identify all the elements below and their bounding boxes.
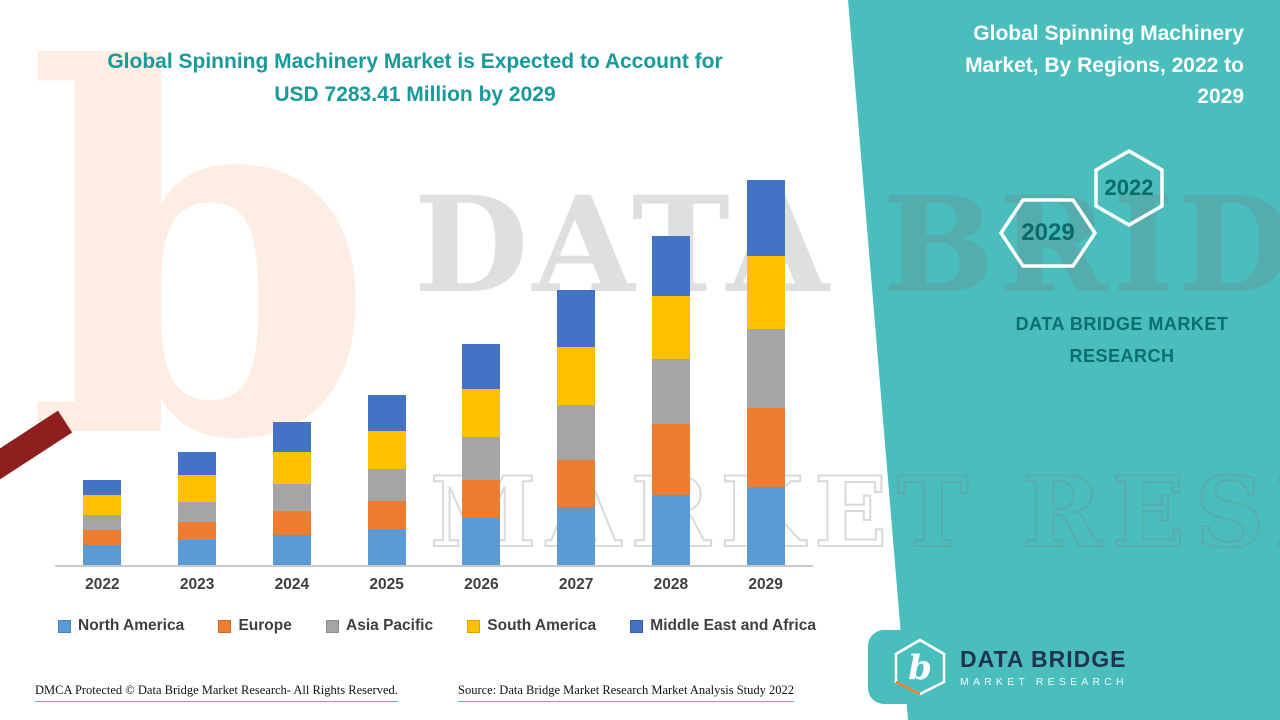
page-title: Global Spinning Machinery Market is Expe… xyxy=(107,50,723,106)
x-axis-label-2022: 2022 xyxy=(85,576,120,593)
legend-label: Europe xyxy=(238,617,292,634)
source-note: Source: Data Bridge Market Research Mark… xyxy=(458,683,795,702)
bar-2027 xyxy=(557,289,596,565)
legend-label: South America xyxy=(487,617,597,634)
stacked-bar-chart xyxy=(55,160,813,567)
bar-segment-2026-south-america xyxy=(462,389,501,437)
bar-segment-2026-north-america xyxy=(462,517,501,565)
x-axis-label-2027: 2027 xyxy=(558,576,594,593)
bar-2028 xyxy=(651,235,690,565)
brand-wordmark-line1: DATA BRIDGE MARKET xyxy=(1015,314,1229,334)
x-axis-label-2025: 2025 xyxy=(369,576,404,593)
bar-segment-2028-middle-east-and-africa xyxy=(651,235,690,296)
bar-segment-2024-europe xyxy=(272,510,311,535)
bar-2023 xyxy=(178,451,217,565)
bar-segment-2029-middle-east-and-africa xyxy=(746,180,785,256)
brand-wordmark: DATA BRIDGE MARKET RESEARCH xyxy=(997,308,1247,373)
bar-2025 xyxy=(367,395,406,565)
bar-segment-2022-middle-east-and-africa xyxy=(83,479,122,495)
logo-hexagon-icon: b xyxy=(894,638,946,696)
logo-monogram: b xyxy=(908,648,932,688)
hexagon-outline-icon xyxy=(1094,148,1164,228)
x-axis-label-2029: 2029 xyxy=(748,576,783,593)
bar-2022 xyxy=(83,479,122,565)
hexagon-badge-2022: 2022 xyxy=(1092,148,1166,228)
logo-box: b DATA BRIDGE MARKET RESEARCH xyxy=(868,630,1280,704)
dmca-notice: DMCA Protected © Data Bridge Market Rese… xyxy=(35,683,398,702)
bar-segment-2026-middle-east-and-africa xyxy=(462,344,501,390)
x-axis-label-2023: 2023 xyxy=(179,576,215,593)
hexagon-outline-icon xyxy=(998,198,1098,268)
bar-segment-2022-south-america xyxy=(83,494,122,515)
chart-legend: North America Europe Asia Pacific South Ame… xyxy=(58,617,816,635)
bar-segment-2025-south-america xyxy=(367,431,406,469)
bar-segment-2026-europe xyxy=(462,479,501,518)
legend-item-south-america: South America xyxy=(467,617,596,635)
bar-2026 xyxy=(462,344,501,565)
legend-swatch-icon xyxy=(326,619,340,633)
bar-segment-2025-asia-pacific xyxy=(367,468,406,501)
bar-segment-2029-asia-pacific xyxy=(746,329,785,408)
bar-segment-2026-asia-pacific xyxy=(462,436,501,480)
x-axis-label-2024: 2024 xyxy=(274,576,310,593)
bar-segment-2024-north-america xyxy=(272,534,311,565)
logo-text: DATA BRIDGE MARKET RESEARCH xyxy=(960,646,1128,688)
bar-segment-2022-north-america xyxy=(83,544,122,565)
bar-segment-2028-south-america xyxy=(651,295,690,360)
legend-item-europe: Europe xyxy=(218,617,292,635)
side-panel-background xyxy=(848,0,1280,720)
logo-tagline: MARKET RESEARCH xyxy=(960,676,1128,688)
bar-segment-2028-asia-pacific xyxy=(651,359,690,425)
logo-name: DATA BRIDGE xyxy=(960,646,1127,672)
bar-segment-2024-south-america xyxy=(272,452,311,484)
bar-segment-2025-europe xyxy=(367,500,406,529)
bar-segment-2024-middle-east-and-africa xyxy=(272,422,311,453)
bar-segment-2024-asia-pacific xyxy=(272,483,311,511)
bar-segment-2022-europe xyxy=(83,529,122,545)
bar-segment-2023-europe xyxy=(178,521,217,540)
bar-segment-2029-north-america xyxy=(746,486,785,565)
hexagon-year-label: 2029 xyxy=(1021,219,1075,246)
x-axis-labels: 2022 2023 2024 2025 2026 2027 2028 2029 xyxy=(55,576,813,594)
bar-segment-2027-middle-east-and-africa xyxy=(557,289,596,348)
brand-wordmark-line2: RESEARCH xyxy=(1069,346,1175,367)
bar-segment-2027-north-america xyxy=(557,506,596,565)
bar-segment-2023-asia-pacific xyxy=(178,501,217,522)
legend-item-asia-pacific: Asia Pacific xyxy=(326,617,433,635)
legend-swatch-icon xyxy=(630,619,644,633)
bar-segment-2022-asia-pacific xyxy=(83,514,122,530)
bar-segment-2025-middle-east-and-africa xyxy=(367,395,406,432)
bar-segment-2023-north-america xyxy=(178,539,217,565)
side-panel-title: Global Spinning Machinery Market, By Reg… xyxy=(965,22,1244,108)
bar-segment-2027-europe xyxy=(557,459,596,507)
hexagon-year-label: 2022 xyxy=(1104,175,1154,200)
bar-segment-2025-north-america xyxy=(367,528,406,565)
bar-segment-2029-south-america xyxy=(746,255,785,330)
bar-segment-2023-middle-east-and-africa xyxy=(178,451,217,475)
bar-2024 xyxy=(272,422,311,565)
x-axis-label-2028: 2028 xyxy=(653,576,689,593)
legend-item-north-america: North America xyxy=(58,617,184,635)
x-axis-label-2026: 2026 xyxy=(464,576,499,593)
bar-segment-2029-europe xyxy=(746,407,785,487)
legend-label: Middle East and Africa xyxy=(650,617,816,634)
bar-2029 xyxy=(746,180,785,565)
watermark-b-logo: b xyxy=(26,0,376,549)
legend-item-middle-east-and-africa: Middle East and Africa xyxy=(630,617,816,635)
legend-swatch-icon xyxy=(218,619,232,633)
bar-segment-2023-south-america xyxy=(178,474,217,502)
bar-segment-2027-south-america xyxy=(557,347,596,406)
bar-segment-2027-asia-pacific xyxy=(557,405,596,460)
chart-plot-area xyxy=(55,160,813,565)
bar-segment-2028-north-america xyxy=(651,494,690,565)
legend-label: North America xyxy=(78,617,185,634)
hexagon-badge-2029: 2029 xyxy=(997,196,1099,270)
bar-segment-2028-europe xyxy=(651,424,690,495)
legend-label: Asia Pacific xyxy=(346,617,434,634)
legend-swatch-icon xyxy=(467,619,481,633)
legend-swatch-icon xyxy=(58,619,71,633)
